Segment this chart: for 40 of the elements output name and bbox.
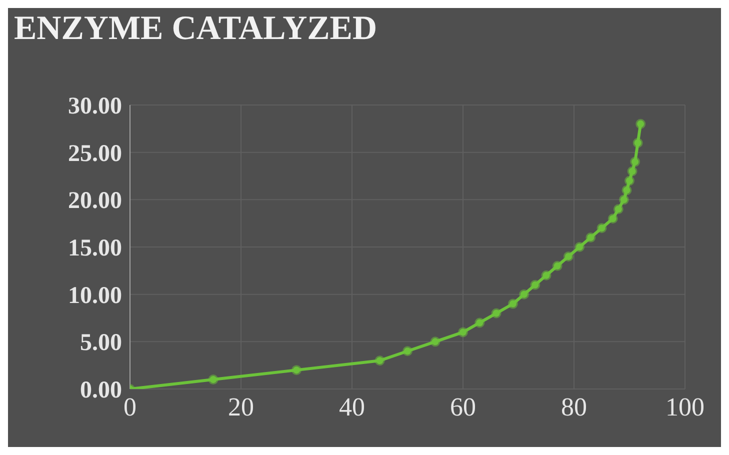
point: [596, 223, 607, 234]
point: [541, 270, 552, 280]
point: [552, 260, 562, 271]
point: [430, 336, 440, 347]
y-tick-label: 25.00: [68, 140, 122, 167]
point: [624, 176, 634, 186]
x-tick-label: 20: [228, 392, 254, 422]
point: [630, 156, 640, 167]
y-tick-label: 15.00: [68, 236, 122, 262]
point: [292, 365, 302, 376]
x-tick-label: 80: [561, 392, 587, 422]
x-tick-label: 60: [450, 392, 476, 422]
y-tick-label: 10.00: [68, 282, 122, 309]
y-tick-label: 5.00: [80, 330, 122, 356]
point: [402, 346, 412, 356]
point: [508, 298, 518, 309]
point: [574, 242, 585, 252]
chart-title: ENZYME CATALYZED: [14, 10, 378, 48]
point: [636, 118, 646, 129]
point: [458, 327, 468, 338]
point: [622, 185, 632, 196]
point: [491, 308, 502, 318]
point: [627, 166, 638, 176]
point: [632, 138, 643, 148]
x-tick-label: 40: [339, 392, 365, 422]
y-tick-label: 0.00: [80, 378, 122, 404]
point: [208, 374, 218, 385]
point: [586, 232, 596, 243]
point: [519, 289, 530, 300]
point: [563, 251, 574, 262]
point: [374, 356, 385, 366]
point: [474, 318, 485, 328]
point: [618, 194, 629, 205]
point: [530, 280, 540, 290]
y-tick-label: 20.00: [68, 188, 122, 214]
point: [608, 214, 618, 224]
x-tick-label: 0: [124, 392, 136, 422]
x-tick-label: 100: [666, 392, 704, 422]
y-tick-label: 30.00: [68, 94, 122, 120]
point: [613, 204, 624, 214]
